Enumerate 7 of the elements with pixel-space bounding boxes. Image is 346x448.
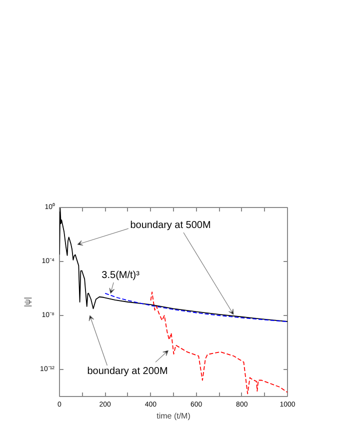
annotation: 3.5(M/t)³ <box>102 270 140 281</box>
y-axis-title: |ψ| <box>23 297 32 307</box>
line-series <box>60 208 288 322</box>
annotation: boundary at 200M <box>87 366 168 377</box>
x-axis-title: time (t/M) <box>156 412 191 420</box>
line-series <box>104 292 288 322</box>
annotation: boundary at 500M <box>130 220 211 231</box>
